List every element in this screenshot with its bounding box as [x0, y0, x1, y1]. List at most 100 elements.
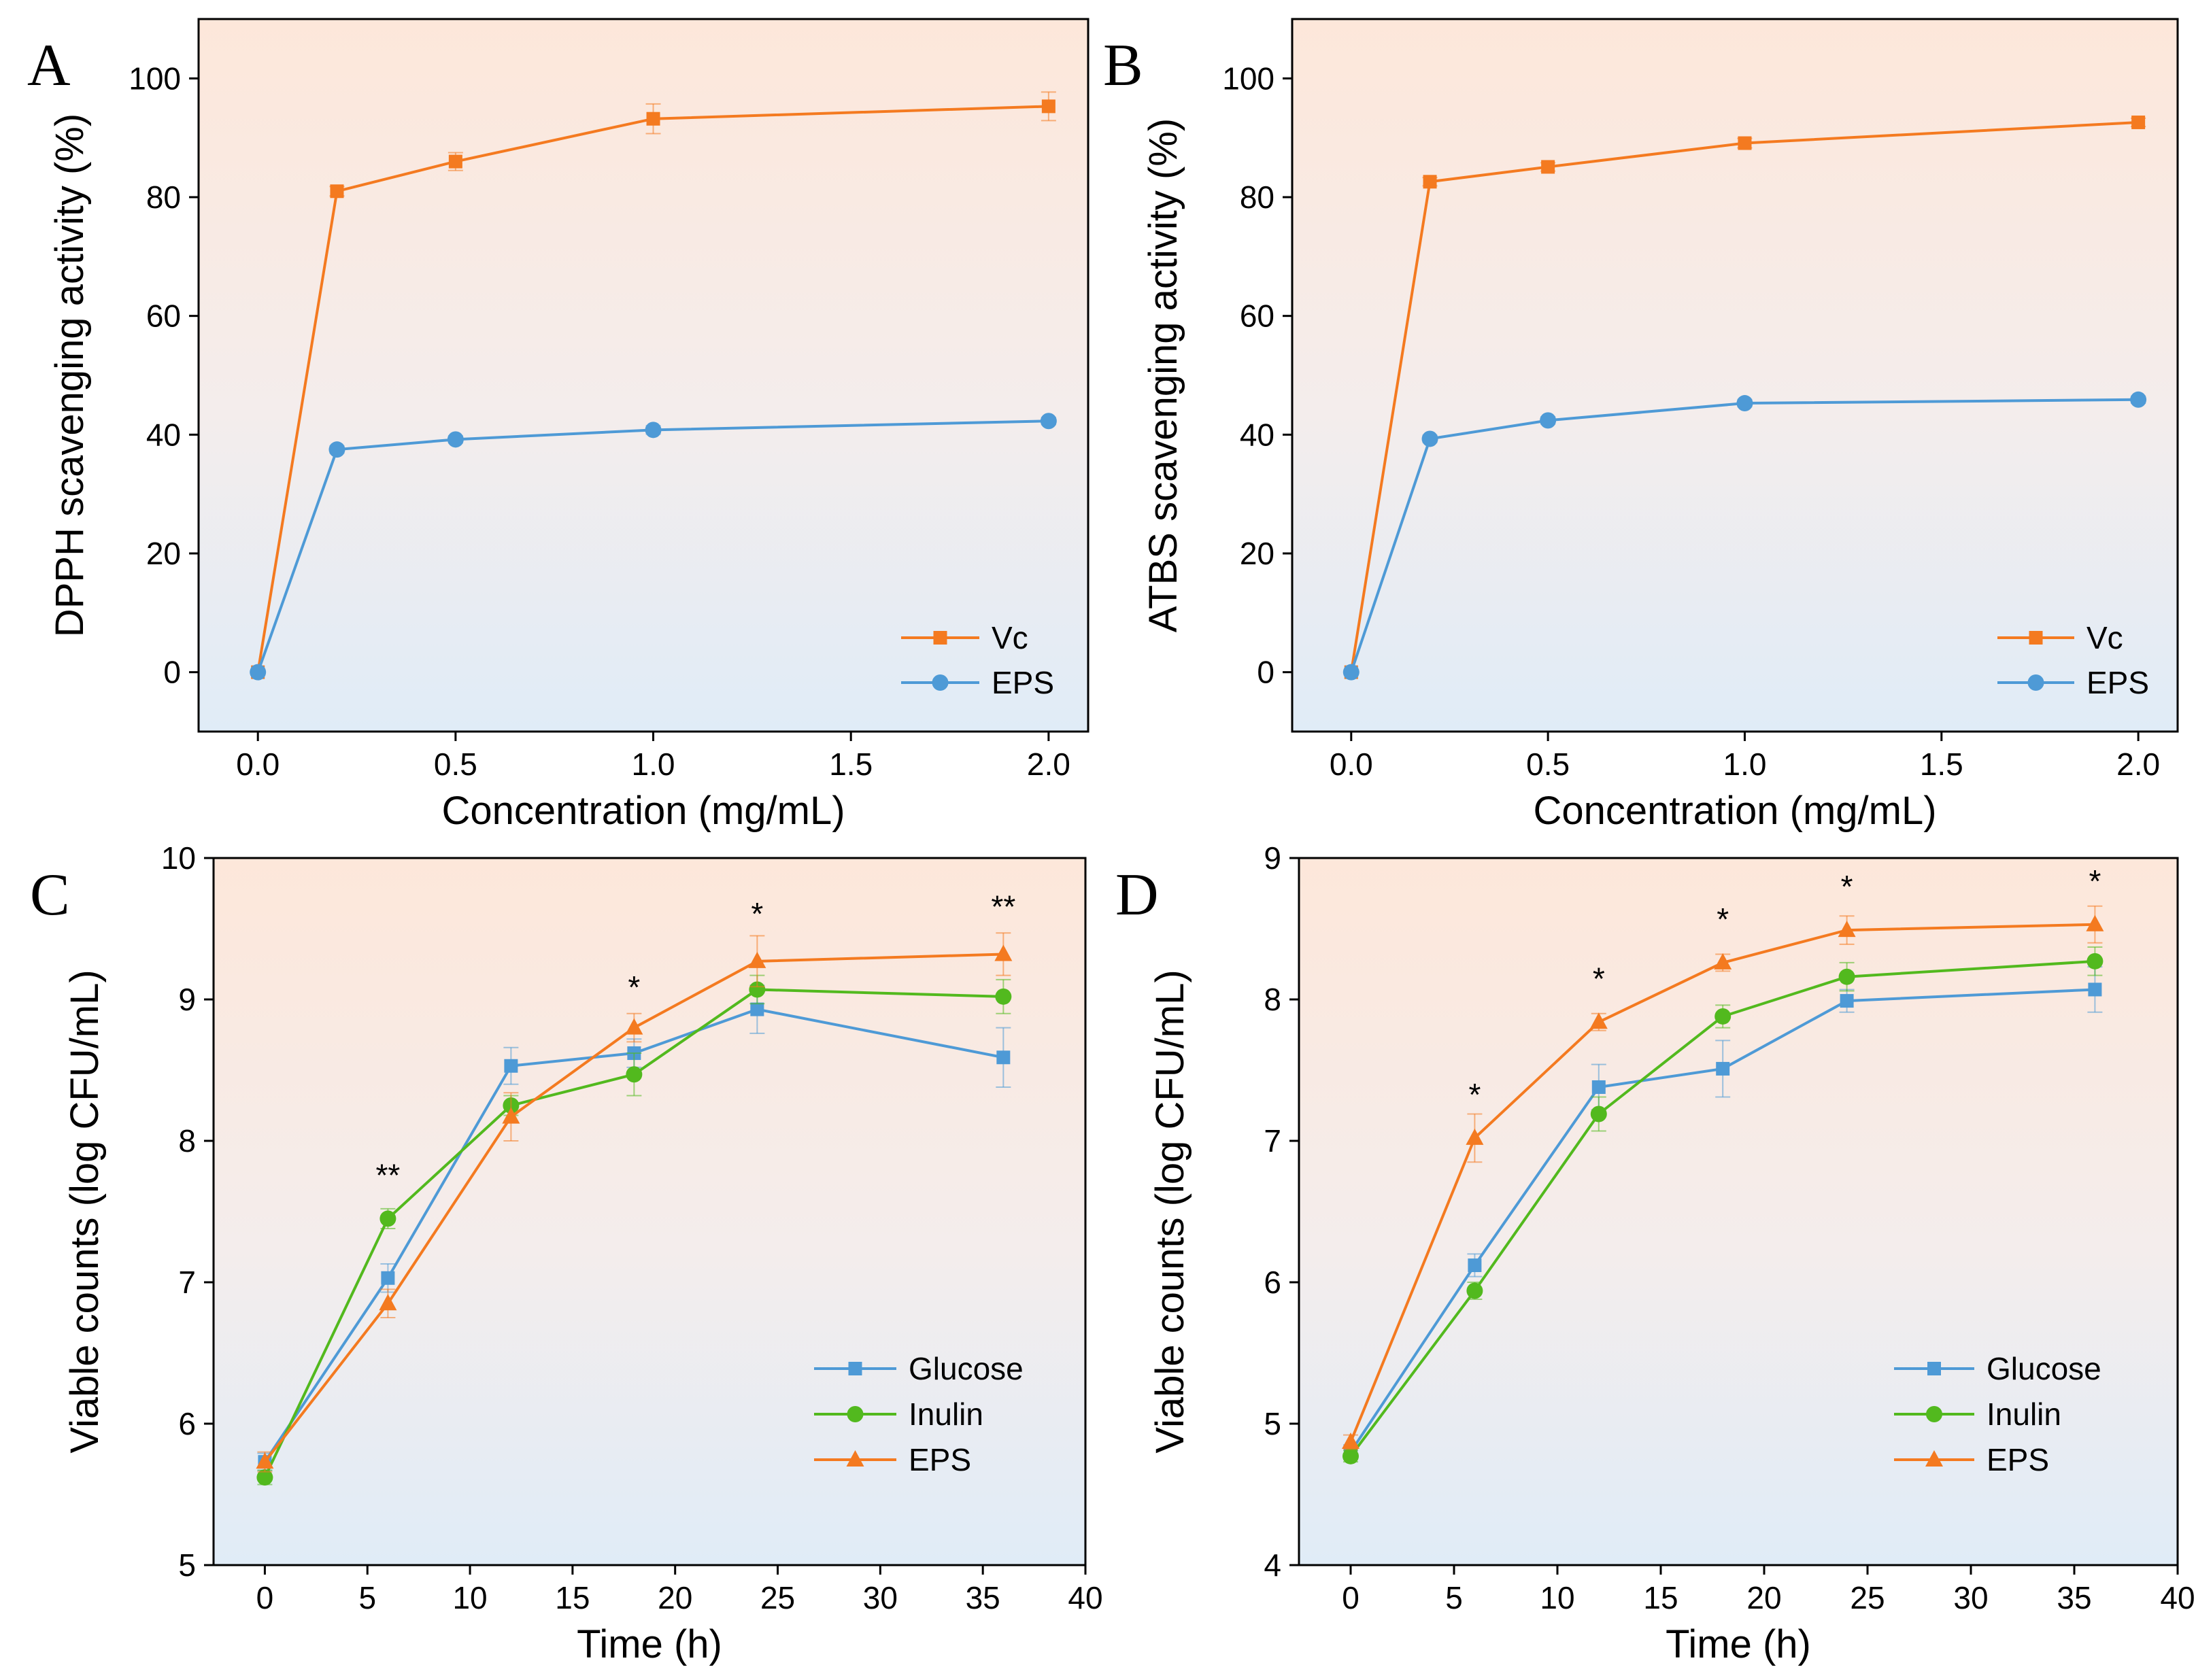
y-tick-label: 80	[1240, 179, 1274, 215]
legend-label: EPS	[909, 1442, 971, 1477]
legend-label: EPS	[1987, 1442, 2049, 1477]
x-tick-label: 1.5	[829, 747, 873, 782]
x-tick-label: 40	[1068, 1580, 1102, 1615]
x-tick-label: 35	[2057, 1580, 2091, 1615]
data-point	[256, 1469, 273, 1486]
data-point	[1468, 1258, 1482, 1273]
plot-frame	[1298, 857, 2179, 1566]
x-tick-label: 10	[452, 1580, 487, 1615]
data-point	[328, 441, 345, 458]
plot-frame	[197, 18, 1089, 733]
y-tick-label: 60	[146, 298, 181, 334]
y-tick-label: 40	[146, 417, 181, 452]
legend: Glucose Inulin EPS	[1894, 1351, 2101, 1477]
series-line	[1349, 959, 2095, 1458]
data-point	[645, 422, 662, 439]
series-eps	[256, 932, 1013, 1473]
data-point	[1421, 430, 1438, 447]
x-tick-label: 2.0	[1027, 747, 1070, 782]
series-line	[263, 953, 1004, 1463]
legend: Vc EPS	[1997, 620, 2149, 700]
data-point	[256, 1452, 274, 1469]
data-point	[1466, 1128, 1484, 1145]
legend-label: EPS	[992, 665, 1054, 700]
x-axis-title: Time (h)	[577, 1622, 722, 1666]
y-axis-title: DPPH scavenging activity (%)	[48, 114, 92, 637]
y-tick-label: 5	[1264, 1406, 1281, 1441]
y-tick-label: 100	[1222, 61, 1274, 96]
significance-mark: *	[751, 896, 763, 931]
chart-panel-a: A 0.0 0.5 1.0 1.5 2.0 0 20 40 60 80 100 Concentratio…	[27, 18, 1089, 833]
data-point	[504, 1059, 518, 1073]
x-tick-label: 0.0	[236, 747, 280, 782]
legend-marker	[846, 1450, 864, 1467]
data-point	[1838, 968, 1855, 985]
plot-area	[199, 19, 1088, 732]
legend-marker	[847, 1406, 864, 1422]
significance-mark: *	[1717, 902, 1729, 937]
data-point	[1541, 160, 1555, 174]
series-vc	[1343, 115, 2146, 679]
series-inulin	[1342, 946, 2104, 1464]
data-point	[1738, 136, 1752, 150]
x-tick-label: 0	[256, 1580, 274, 1615]
panel-letter: A	[27, 33, 71, 99]
data-point	[2130, 391, 2147, 408]
y-axis-title: Viable counts (log CFU/mL)	[63, 970, 107, 1453]
legend-label: Inulin	[1987, 1396, 2061, 1432]
legend-label: Inulin	[909, 1396, 983, 1432]
significance-mark: **	[991, 889, 1015, 924]
y-tick-label: 0	[1257, 655, 1274, 690]
x-tick-label: 5	[1445, 1580, 1463, 1615]
x-tick-label: 20	[658, 1580, 692, 1615]
y-tick-label: 8	[178, 1123, 196, 1159]
data-point	[1466, 1282, 1483, 1299]
data-point	[502, 1107, 520, 1124]
data-point	[1716, 1061, 1730, 1076]
data-point	[1423, 175, 1437, 189]
legend-label: Glucose	[1987, 1351, 2101, 1386]
data-point	[379, 1210, 396, 1227]
plot-frame	[212, 857, 1087, 1566]
chart-panel-b: B 0.0 0.5 1.0 1.5 2.0 0 20 40 60 80 100 Concentratio…	[1103, 18, 2179, 833]
data-point	[2131, 115, 2146, 129]
y-tick-label: 4	[1264, 1547, 1281, 1583]
y-tick-label: 20	[1240, 536, 1274, 571]
x-tick-label: 25	[1850, 1580, 1885, 1615]
legend-marker	[933, 631, 947, 645]
data-point	[250, 664, 267, 681]
x-tick-label: 1.0	[1723, 747, 1766, 782]
data-point	[625, 1018, 643, 1035]
data-point	[646, 112, 660, 126]
chart-panel-c: C 0 5 10 15 20 25 30 35 40 5 6 7 8 9 10 Time (h) Viable c…	[30, 840, 1103, 1666]
significance-mark: *	[1468, 1077, 1481, 1112]
data-point	[996, 1050, 1011, 1065]
significance-mark: **	[375, 1158, 400, 1193]
x-axis-title: Time (h)	[1666, 1622, 1811, 1666]
legend-label: Glucose	[909, 1351, 1024, 1386]
plot-frame	[1291, 18, 2179, 733]
series-line	[1349, 923, 2095, 1443]
data-point	[994, 944, 1013, 961]
data-point	[330, 184, 344, 199]
series-eps	[1342, 905, 2104, 1450]
y-tick-label: 0	[163, 655, 181, 690]
data-point	[1714, 1008, 1732, 1025]
x-tick-label: 40	[2160, 1580, 2195, 1615]
panel-letter: D	[1115, 862, 1159, 928]
legend-marker	[2027, 674, 2044, 691]
y-tick-label: 7	[178, 1265, 196, 1300]
data-point	[448, 154, 462, 169]
y-tick-label: 5	[178, 1547, 196, 1583]
y-tick-label: 60	[1240, 298, 1274, 334]
data-point	[1714, 953, 1732, 970]
data-point	[1342, 1433, 1359, 1450]
y-tick-label: 6	[178, 1406, 196, 1441]
data-point	[995, 988, 1012, 1005]
y-tick-label: 100	[129, 61, 181, 96]
data-point	[1342, 664, 1359, 681]
plot-area	[214, 858, 1085, 1565]
legend-marker	[848, 1362, 862, 1375]
y-tick-label: 7	[1264, 1123, 1281, 1159]
